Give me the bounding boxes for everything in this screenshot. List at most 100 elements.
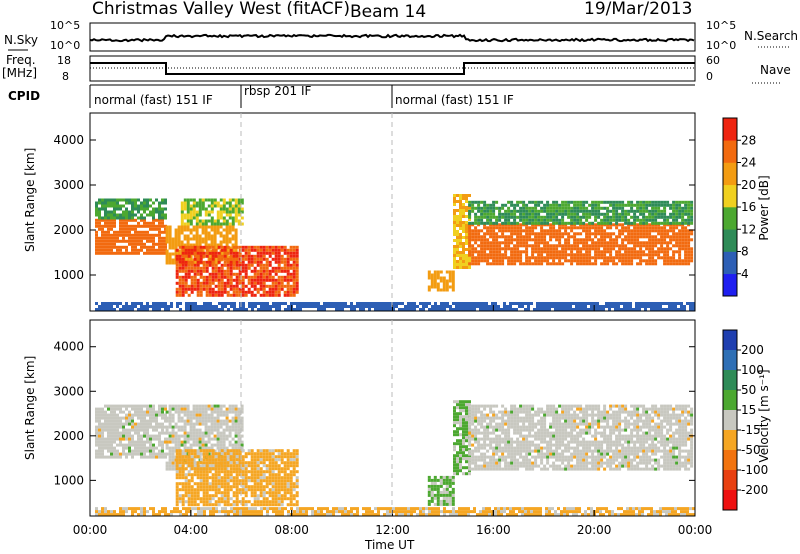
data-cell (608, 308, 611, 311)
data-cell (223, 452, 227, 456)
data-cell (220, 455, 224, 459)
nave-label: Nave (760, 63, 791, 77)
data-cell (681, 235, 685, 239)
data-cell (190, 494, 194, 498)
data-cell (624, 247, 628, 251)
data-cell (122, 216, 125, 220)
data-cell (522, 250, 526, 254)
data-cell (368, 308, 371, 311)
data-cell (168, 246, 172, 250)
data-cell (488, 308, 491, 311)
data-cell (283, 476, 287, 480)
data-cell (232, 470, 236, 474)
data-cell (134, 443, 137, 447)
data-cell (442, 276, 446, 280)
data-cell (125, 452, 128, 456)
data-cell (146, 449, 149, 453)
data-cell (681, 212, 685, 216)
data-cell (440, 302, 443, 305)
data-cell (624, 259, 628, 263)
data-cell (146, 207, 149, 211)
data-cell (119, 455, 122, 459)
data-cell (232, 266, 236, 270)
data-cell (612, 209, 616, 213)
data-cell (220, 269, 224, 273)
data-cell (570, 206, 574, 210)
data-cell (229, 461, 233, 465)
data-cell (171, 413, 175, 417)
data-cell (209, 308, 212, 311)
data-cell (277, 275, 281, 279)
data-cell (684, 259, 688, 263)
data-cell (140, 446, 143, 450)
data-cell (448, 285, 452, 289)
data-cell (462, 254, 465, 257)
data-cell (231, 416, 235, 420)
data-cell (675, 244, 679, 248)
data-cell (600, 229, 604, 233)
data-cell (488, 305, 491, 308)
data-cell (531, 221, 535, 225)
data-cell (606, 226, 610, 230)
data-cell (669, 241, 673, 245)
data-cell (241, 500, 245, 504)
data-cell (155, 210, 158, 214)
data-cell (504, 209, 508, 213)
data-cell (286, 269, 290, 273)
data-cell (615, 253, 619, 257)
data-cell (171, 237, 175, 241)
data-cell (184, 473, 188, 477)
data-cell (581, 302, 584, 305)
data-cell (189, 428, 193, 432)
data-cell (204, 210, 208, 214)
data-cell (158, 434, 161, 438)
data-cell (193, 470, 197, 474)
data-cell (223, 464, 227, 468)
data-cell (171, 428, 175, 432)
data-cell (225, 225, 229, 229)
data-cell (192, 443, 196, 447)
data-cell (188, 302, 191, 305)
data-cell (623, 305, 626, 308)
data-cell (238, 245, 242, 249)
data-cell (192, 410, 196, 414)
data-cell (516, 238, 520, 242)
data-cell (190, 278, 194, 282)
data-cell (528, 235, 532, 239)
data-cell (492, 232, 496, 236)
data-cell (492, 238, 496, 242)
data-cell (241, 470, 245, 474)
data-cell (546, 262, 550, 266)
data-cell (684, 256, 688, 260)
data-cell (125, 248, 128, 252)
data-cell (597, 232, 601, 236)
data-cell (202, 494, 206, 498)
data-cell (137, 449, 140, 453)
colorbar-tick-label: 8 (741, 245, 749, 259)
data-cell (644, 302, 647, 305)
data-cell (495, 238, 499, 242)
data-cell (104, 305, 107, 308)
data-cell (672, 203, 676, 207)
data-cell (558, 259, 562, 263)
data-cell (268, 458, 272, 462)
data-cell (594, 253, 598, 257)
data-cell (238, 263, 242, 267)
data-cell (152, 413, 155, 417)
data-cell (208, 263, 212, 267)
data-cell (178, 293, 182, 297)
data-cell (576, 238, 580, 242)
data-cell (660, 241, 664, 245)
data-cell (555, 244, 559, 248)
data-cell (675, 232, 679, 236)
data-cell (202, 284, 206, 288)
data-cell (196, 491, 200, 495)
data-cell (591, 238, 595, 242)
data-cell (585, 256, 589, 260)
data-cell (175, 482, 179, 486)
data-cell (214, 266, 218, 270)
data-cell (537, 247, 541, 251)
data-cell (219, 210, 223, 214)
data-cell (205, 281, 209, 285)
data-cell (98, 422, 101, 426)
